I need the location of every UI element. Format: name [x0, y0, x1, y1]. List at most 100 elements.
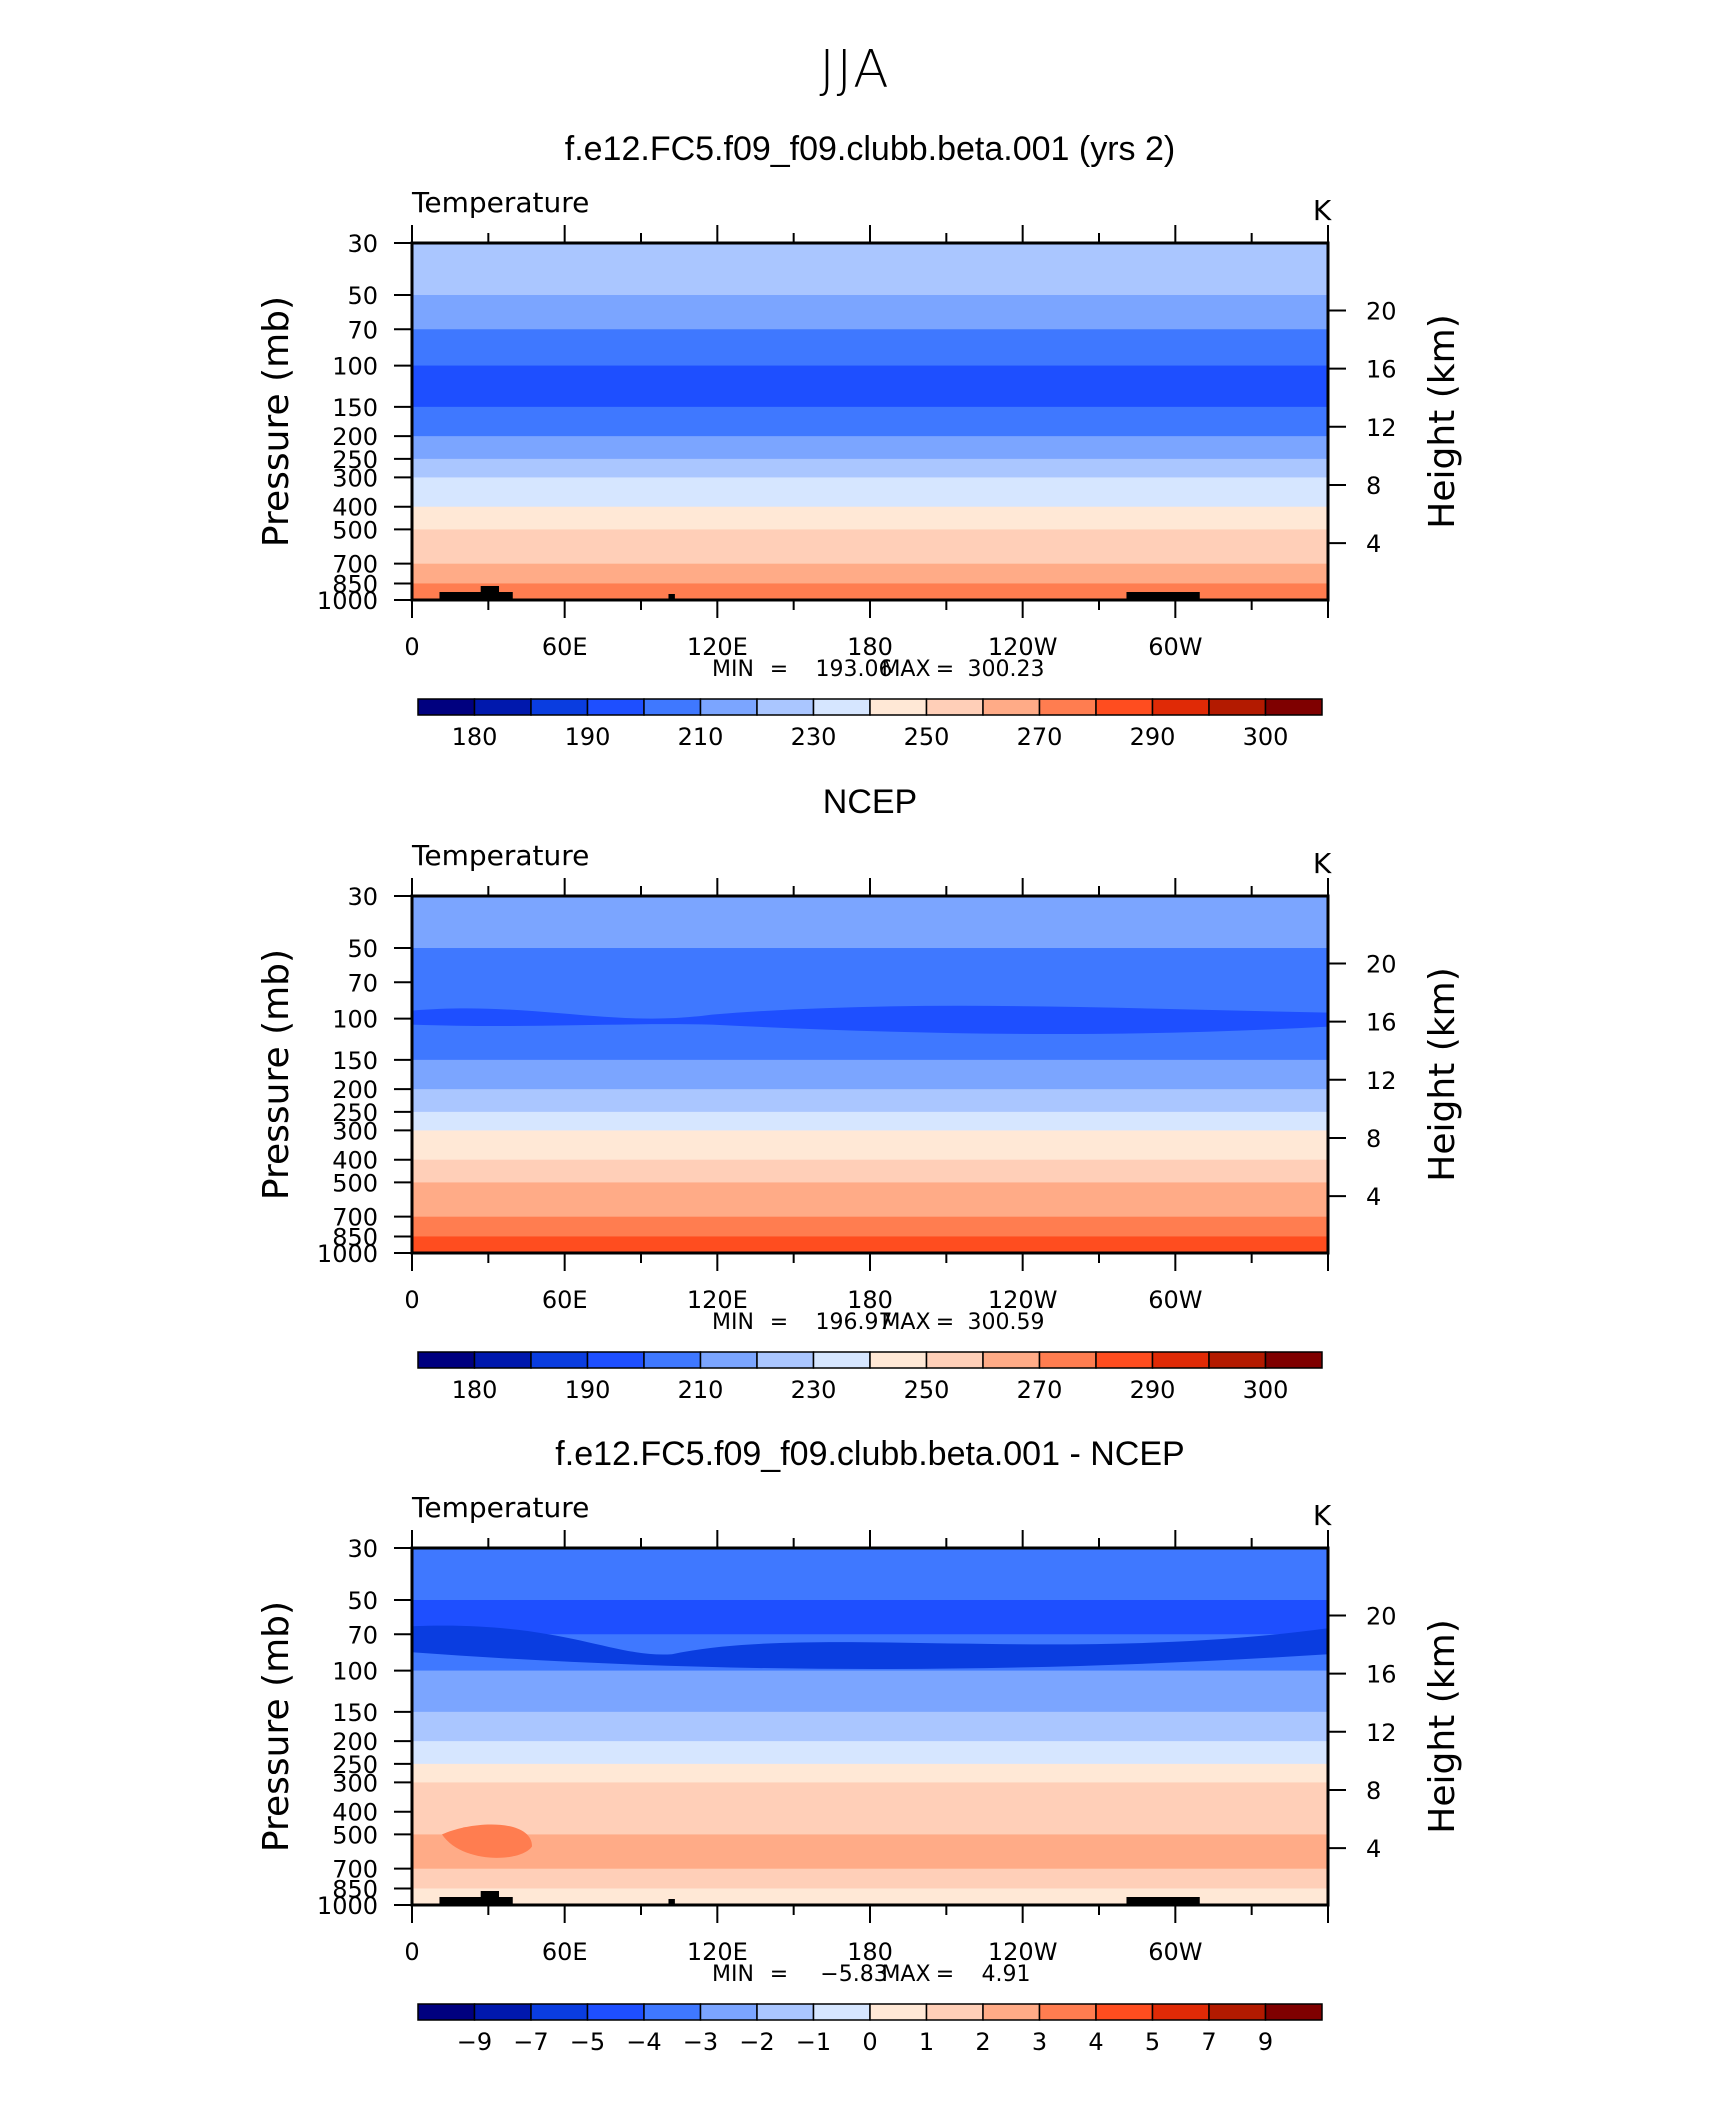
contour-fill	[412, 243, 1328, 601]
y-tick-label: 150	[332, 1699, 378, 1727]
x-tick-label: 180	[847, 633, 893, 661]
x-tick-label: 60W	[1148, 1938, 1202, 1966]
variable-label: Temperature	[411, 839, 589, 872]
colorbar-swatch	[869, 698, 928, 716]
colorbar-swatch	[869, 2003, 928, 2021]
contour-band	[412, 1811, 1328, 1836]
y-tick-label: 1000	[317, 1240, 378, 1268]
colorbar-swatch	[473, 698, 532, 716]
colorbar-label: 180	[452, 723, 498, 751]
temperature-panel-difference: Temperature K0 60E 120E 180 120W 60W3050701001…	[256, 1491, 1463, 2056]
y-tick-label: 700	[332, 1856, 378, 1884]
contour-band	[412, 365, 1328, 408]
colorbar-swatch	[530, 698, 589, 716]
y-tick-label: 200	[332, 1728, 378, 1756]
x-tick-label: 180	[847, 1286, 893, 1314]
min-label: MIN	[712, 1310, 754, 1335]
colorbar-swatch	[586, 698, 645, 716]
contour-band	[412, 948, 1328, 983]
colorbar-label: 180	[452, 1376, 498, 1404]
colorbar-swatch	[699, 1351, 758, 1369]
colorbar-swatch	[699, 2003, 758, 2021]
topography-block	[480, 1891, 500, 1905]
colorbar-label: 210	[678, 1376, 724, 1404]
x-tick-label: 0	[404, 633, 419, 661]
contour-band	[412, 506, 1328, 531]
max-value: 300.59	[968, 1310, 1045, 1335]
min-eq: =	[770, 1962, 788, 1987]
contour-band	[412, 529, 1328, 565]
y2-tick-label: 16	[1366, 1009, 1397, 1037]
topography-block	[439, 1897, 513, 1905]
y-tick-label: 50	[347, 935, 378, 963]
colorbar-swatch	[530, 1351, 589, 1369]
colorbar-label: 190	[565, 723, 611, 751]
y2-axis-label: Height (km)	[1422, 967, 1463, 1181]
y-tick-label: 700	[332, 551, 378, 579]
y2-tick-label: 8	[1366, 1125, 1381, 1153]
x-tick-label: 120E	[687, 633, 748, 661]
contour-band	[412, 896, 1328, 949]
colorbar-swatch	[925, 698, 984, 716]
contour-band	[412, 1763, 1328, 1784]
panel-title: NCEP	[822, 783, 918, 821]
contour-band	[412, 1670, 1328, 1713]
colorbar-label: 210	[678, 723, 724, 751]
contour-band	[412, 436, 1328, 460]
contour-band	[412, 477, 1328, 508]
colorbar-swatch	[756, 698, 815, 716]
colorbar-label: 290	[1130, 1376, 1176, 1404]
topography-block	[668, 594, 675, 600]
colorbar-swatch	[643, 698, 702, 716]
colorbar-swatch	[1095, 2003, 1154, 2021]
colorbar-swatch	[586, 2003, 645, 2021]
colorbar-label: −5	[570, 2028, 605, 2056]
colorbar-swatch	[756, 1351, 815, 1369]
contour-band	[412, 458, 1328, 479]
temperature-panel-model: Temperature K 0 60E 120E 180 120W 60W 30 50 70 100 1…	[256, 186, 1463, 751]
y-tick-label: 300	[332, 1769, 378, 1797]
y2-tick-label: 12	[1366, 414, 1397, 442]
max-value: 300.23	[968, 657, 1045, 682]
x-tick-label: 0	[404, 1938, 419, 1966]
contour-band	[412, 1236, 1328, 1254]
y-tick-label: 400	[332, 1147, 378, 1175]
contour-band	[412, 1868, 1328, 1890]
contour-band	[412, 1089, 1328, 1113]
colorbar-swatch	[1208, 2003, 1267, 2021]
x-tick-label: 120W	[988, 1938, 1058, 1966]
contour-band	[412, 563, 1328, 585]
units-label: K	[1313, 847, 1332, 880]
max-eq: =	[936, 1310, 954, 1335]
y2-tick-label: 16	[1366, 1661, 1397, 1689]
x-tick-label: 180	[847, 1938, 893, 1966]
colorbar-label: 7	[1201, 2028, 1216, 2056]
colorbar-swatch	[1264, 698, 1323, 716]
colorbar	[417, 1351, 1323, 1369]
max-label: MAX	[881, 657, 930, 682]
colorbar-swatch	[473, 2003, 532, 2021]
y2-tick-label: 20	[1366, 1602, 1397, 1630]
max-eq: =	[936, 657, 954, 682]
colorbar-label: 250	[904, 723, 950, 751]
y-tick-label: 150	[332, 1047, 378, 1075]
colorbar-label: 5	[1145, 2028, 1160, 2056]
topography	[439, 1891, 1200, 1905]
units-label: K	[1313, 194, 1332, 227]
colorbar-label: 230	[791, 1376, 837, 1404]
y2-tick-label: 4	[1366, 1835, 1381, 1863]
y2-tick-label: 8	[1366, 1777, 1381, 1805]
min-label: MIN	[712, 1962, 754, 1987]
y2-tick-label: 16	[1366, 356, 1397, 384]
min-eq: =	[770, 1310, 788, 1335]
colorbar-label: 2	[975, 2028, 990, 2056]
y-tick-label: 250	[332, 446, 378, 474]
y-axis-label: Pressure (mb)	[256, 296, 297, 547]
colorbar-swatch	[417, 1351, 476, 1369]
y-tick-label: 300	[332, 464, 378, 492]
contour-band	[412, 1548, 1328, 1601]
colorbar-swatch	[1038, 2003, 1097, 2021]
y-tick-label: 850	[332, 570, 378, 598]
colorbar-swatch	[586, 1351, 645, 1369]
colorbar-label: −7	[513, 2028, 548, 2056]
